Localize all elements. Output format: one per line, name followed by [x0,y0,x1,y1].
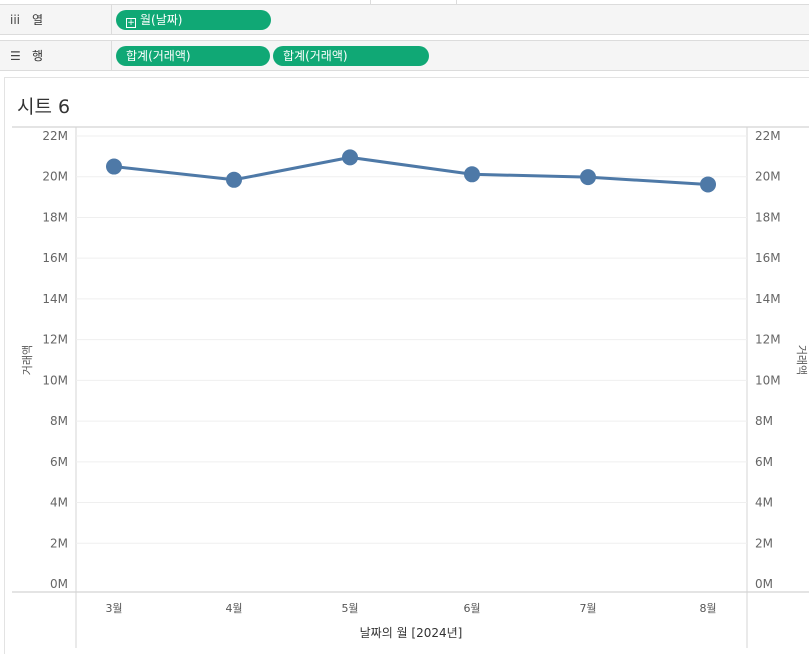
y-tick-label: 0M [50,577,68,591]
x-tick-label: 6월 [463,602,480,615]
chart-frame [12,126,809,648]
data-point [700,176,716,193]
y-tick-label: 8M [50,414,68,428]
x-tick-label: 5월 [341,602,358,615]
y-tick-label: 12M [42,333,68,347]
x-tick-label: 3월 [105,602,122,615]
rows-icon: ☰ [10,48,21,63]
y-tick-label-right: 18M [755,210,781,224]
sum-amount-pill-1-label: 합계(거래액) [126,49,191,63]
y-tick-label-right: 8M [755,414,773,428]
columns-shelf-label: iii 열 [0,5,112,34]
y-tick-label-right: 20M [755,170,781,184]
y-tick-label-right: 4M [755,496,773,510]
y-tick-label: 20M [42,170,68,184]
y-axis-right-label: 거래액 [795,345,808,375]
sum-amount-pill-2[interactable]: 합계(거래액) [273,46,429,66]
data-point [106,158,122,175]
data-point [226,171,242,188]
y-tick-label-right: 12M [755,333,781,347]
y-tick-label-right: 16M [755,251,781,265]
month-date-pill-label: 월(날짜) [140,13,183,27]
columns-label-text: 열 [32,13,44,27]
chart-gridlines [76,135,747,544]
rows-shelf-label: ☰ 행 [0,41,112,70]
y-tick-label: 4M [50,496,68,510]
y-tick-label: 6M [50,455,68,469]
rows-shelf[interactable]: ☰ 행 합계(거래액) 합계(거래액) [0,40,809,71]
shelf-divider [370,0,371,4]
y-tick-label: 2M [50,536,68,550]
sum-amount-pill-2-label: 합계(거래액) [283,49,348,63]
y-axis-left-ticks: 0M 2M 4M 6M 8M 10M 12M 14M 16M 18M 20M 22M [42,129,68,591]
series-line [113,155,709,186]
y-tick-label-right: 6M [755,455,773,469]
y-axis-right-ticks: 0M 2M 4M 6M 8M 10M 12M 14M 16M 18M 20M 22M [755,129,781,591]
columns-icon: iii [10,12,21,27]
y-tick-label: 16M [42,251,68,265]
y-tick-label-right: 14M [755,292,781,306]
x-tick-label: 8월 [699,602,716,615]
x-tick-label: 4월 [225,602,242,615]
y-tick-label-right: 10M [755,373,781,387]
month-date-pill[interactable]: + 월(날짜) [116,10,271,30]
series-layer [106,149,716,193]
y-axis-left-label: 거래액 [21,345,34,375]
x-tick-label: 7월 [579,602,596,615]
y-tick-label: 14M [42,292,68,306]
shelf-divider [456,0,457,4]
y-tick-label: 10M [42,373,68,387]
expand-plus-icon[interactable]: + [126,18,136,28]
worksheet: 시트 6 [4,77,809,654]
y-tick-label: 22M [42,129,68,143]
y-tick-label: 18M [42,210,68,224]
sum-amount-pill-1[interactable]: 합계(거래액) [116,46,270,66]
data-point [464,166,480,183]
x-axis-ticks: 3월 4월 5월 6월 7월 8월 [105,602,716,615]
data-point [342,149,358,166]
columns-shelf[interactable]: iii 열 + 월(날짜) [0,4,809,35]
y-tick-label-right: 0M [755,577,773,591]
data-point [580,169,596,186]
rows-label-text: 행 [32,49,44,63]
sheet-title: 시트 6 [17,96,71,118]
y-tick-label-right: 2M [755,536,773,550]
x-axis-label: 날짜의 월 [2024년] [360,626,463,640]
y-tick-label-right: 22M [755,129,781,143]
